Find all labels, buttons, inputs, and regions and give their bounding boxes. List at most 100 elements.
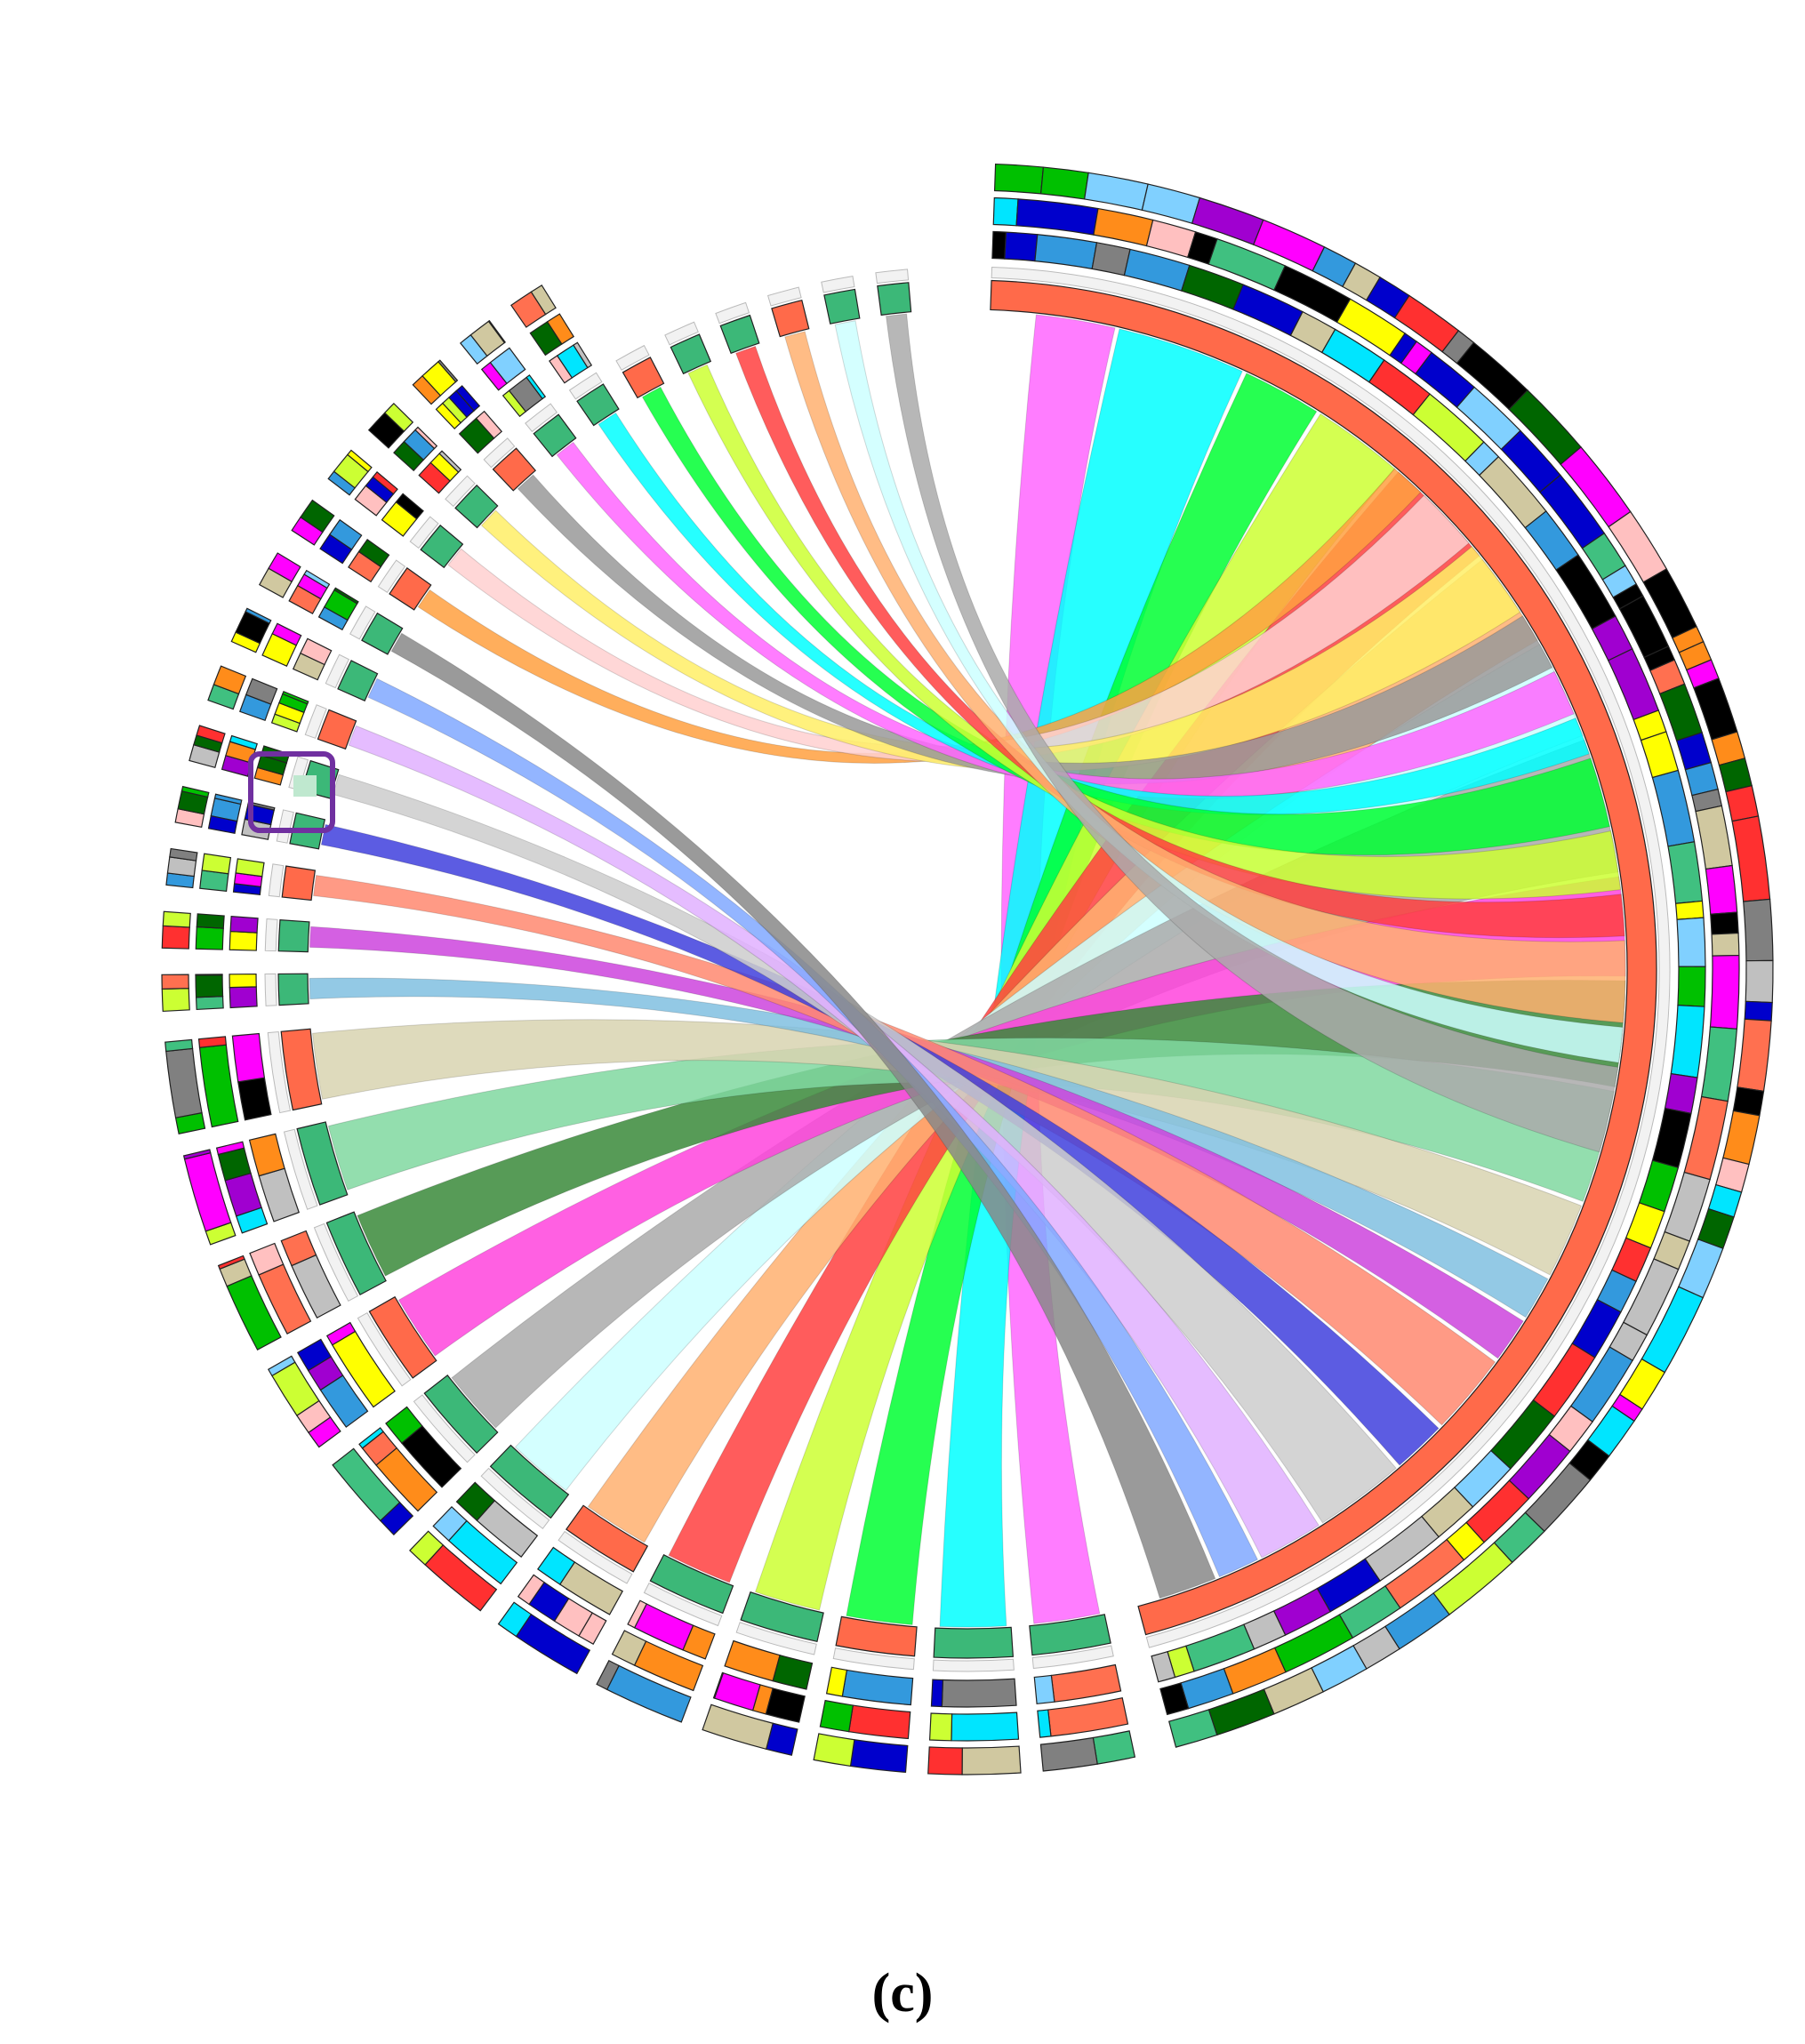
- karyotype-block: [201, 853, 232, 875]
- karyotype-block: [195, 974, 223, 976]
- segment-band: [361, 612, 404, 655]
- tick-ring: [445, 475, 476, 508]
- karyotype-block: [409, 1530, 445, 1566]
- karyotype-block: [333, 587, 359, 605]
- link-ribbon: [447, 494, 1470, 763]
- karyotype-block: [1093, 207, 1154, 247]
- tick-ring: [357, 1311, 412, 1387]
- karyotype-block: [841, 1669, 914, 1706]
- karyotype-block: [1677, 966, 1706, 1007]
- karyotype-block: [432, 1505, 468, 1542]
- karyotype-block: [258, 1167, 301, 1222]
- karyotype-block: [1710, 911, 1739, 935]
- segment-band: [280, 1028, 323, 1111]
- segment-band: [877, 282, 912, 317]
- karyotype-block: [1047, 1696, 1129, 1737]
- karyotype-block: [489, 347, 526, 385]
- karyotype-block: [300, 637, 333, 666]
- karyotype-block: [1670, 1005, 1705, 1078]
- karyotype-block: [395, 493, 424, 520]
- karyotype-block: [1744, 1000, 1773, 1022]
- karyotype-block: [169, 847, 198, 862]
- karyotype-block: [237, 1077, 272, 1121]
- karyotype-block: [1141, 183, 1201, 224]
- karyotype-block: [282, 690, 309, 705]
- karyotype-block: [530, 285, 557, 316]
- karyotype-block: [161, 925, 190, 950]
- karyotype-block: [1159, 1682, 1190, 1716]
- karyotype-block: [702, 1703, 774, 1751]
- segment-band: [566, 1504, 649, 1573]
- tick-ring: [413, 1394, 476, 1463]
- karyotype-block: [596, 1659, 620, 1691]
- karyotype-block: [229, 930, 258, 951]
- karyotype-block: [229, 734, 258, 750]
- karyotype-block: [161, 974, 189, 990]
- karyotype-block: [1743, 898, 1774, 962]
- tick-ring: [664, 321, 699, 346]
- karyotype-block: [573, 341, 593, 369]
- karyotype-block: [611, 1630, 647, 1666]
- karyotype-block: [235, 858, 265, 878]
- tick-ring: [767, 286, 802, 307]
- karyotype-block: [267, 1355, 296, 1377]
- segment-band: [317, 709, 357, 750]
- segment-band: [420, 524, 464, 569]
- karyotype-block: [303, 569, 331, 589]
- segment-band: [337, 660, 379, 701]
- karyotype-block: [1638, 1159, 1680, 1213]
- karyotype-block: [724, 1639, 781, 1682]
- link-ribbon: [734, 345, 1625, 939]
- karyotype-block: [383, 403, 414, 432]
- karyotype-block: [1039, 1736, 1098, 1772]
- karyotype-block: [546, 313, 574, 345]
- link-ribbon: [885, 313, 1619, 1153]
- link-ribbon: [517, 474, 1553, 785]
- karyotype-block: [249, 1242, 285, 1276]
- karyotype-block: [1123, 248, 1191, 292]
- karyotype-block: [268, 552, 301, 582]
- karyotype-block: [1004, 231, 1039, 262]
- karyotype-block: [1664, 1072, 1698, 1115]
- link-ribbon: [784, 331, 1626, 1023]
- karyotype-block: [328, 518, 363, 550]
- tick-ring: [264, 973, 277, 1006]
- tick-ring: [483, 437, 516, 469]
- tick-ring: [615, 344, 650, 371]
- karyotype-block: [1037, 1709, 1052, 1738]
- tick-ring: [643, 1583, 723, 1627]
- karyotype-block: [930, 1679, 944, 1708]
- segment-band: [771, 299, 810, 338]
- tick-ring: [932, 1658, 1015, 1672]
- segment-band: [740, 1591, 824, 1643]
- karyotype-block: [300, 499, 335, 533]
- karyotype-block: [195, 974, 224, 998]
- karyotype-block: [993, 163, 1045, 195]
- karyotype-block: [1651, 1107, 1692, 1169]
- karyotype-block: [231, 1032, 266, 1083]
- segment-band: [622, 357, 665, 399]
- karyotype-block: [927, 1746, 963, 1775]
- karyotype-block: [1151, 1650, 1176, 1683]
- segment-band: [423, 1374, 499, 1455]
- karyotype-block: [1695, 805, 1733, 870]
- tick-ring: [313, 1222, 359, 1302]
- karyotype-block: [1709, 954, 1740, 1030]
- highlight-mark: [293, 775, 317, 797]
- segment-band: [990, 279, 1657, 1636]
- karyotype-block: [229, 973, 257, 989]
- karyotype-block: [525, 374, 547, 400]
- karyotype-block: [1092, 1730, 1136, 1765]
- karyotype-block: [1700, 1026, 1738, 1102]
- karyotype-block: [332, 1447, 401, 1522]
- karyotype-block: [1676, 917, 1706, 967]
- segment-band: [489, 1444, 570, 1519]
- segment-band: [454, 484, 499, 529]
- segment-band: [835, 1615, 918, 1657]
- tick-ring: [349, 605, 376, 640]
- karyotype-block: [245, 677, 278, 705]
- highlight-box: [248, 751, 335, 833]
- segment-band: [649, 1553, 734, 1615]
- segment-band: [933, 1626, 1014, 1659]
